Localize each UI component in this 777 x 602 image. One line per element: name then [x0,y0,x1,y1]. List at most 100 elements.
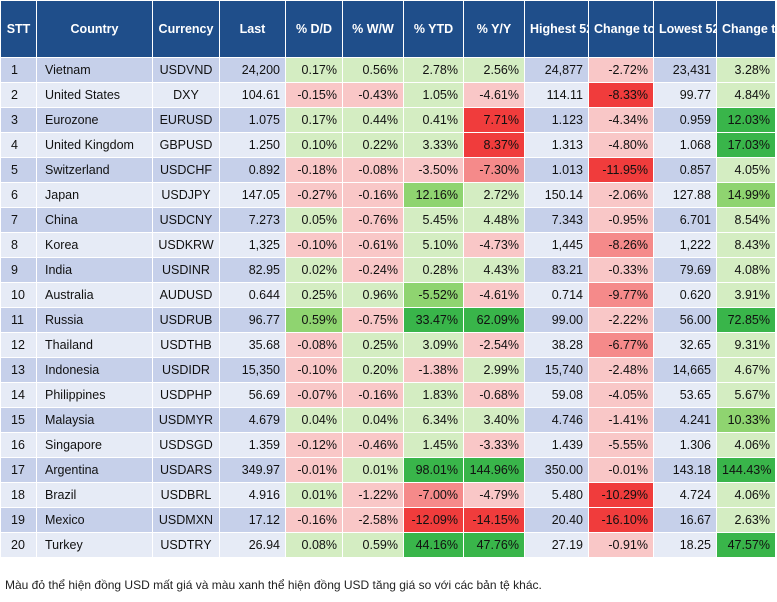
cell-highest-52w: 83.21 [524,257,589,283]
cell-change-l52w: 4.06% [716,432,776,458]
cell-currency: USDRUB [152,307,220,333]
header-pct-ytd[interactable]: % YTD [403,0,464,58]
cell-country: China [36,207,153,233]
cell-pct-ww: 0.22% [342,132,404,158]
cell-pct-dd: -0.16% [285,507,343,533]
header-country[interactable]: Country [36,0,153,58]
cell-pct-yy: 144.96% [463,457,525,483]
cell-country: Switzerland [36,157,153,183]
cell-pct-dd: 0.17% [285,57,343,83]
cell-change-l52w: 4.08% [716,257,776,283]
cell-highest-52w: 27.19 [524,532,589,558]
cell-highest-52w: 99.00 [524,307,589,333]
cell-change-l52w: 10.33% [716,407,776,433]
cell-pct-dd: 0.01% [285,482,343,508]
cell-currency: DXY [152,82,220,108]
table-row: 4 United Kingdom GBPUSD 1.250 0.10% 0.22% 3.33… [0,132,776,158]
cell-pct-ww: 0.44% [342,107,404,133]
cell-pct-yy: 8.37% [463,132,525,158]
cell-pct-dd: -0.10% [285,232,343,258]
cell-stt: 8 [0,232,37,258]
cell-pct-dd: -0.07% [285,382,343,408]
cell-currency: USDIDR [152,357,220,383]
cell-currency: USDVND [152,57,220,83]
cell-pct-dd: -0.27% [285,182,343,208]
cell-pct-dd: -0.01% [285,457,343,483]
table-row: 9 India USDINR 82.95 0.02% -0.24% 0.28% 4.43% 83… [0,257,776,283]
header-row: STT Country Currency Last % D/D % W/W % … [0,0,776,58]
cell-highest-52w: 1.313 [524,132,589,158]
cell-last: 35.68 [219,332,286,358]
cell-stt: 5 [0,157,37,183]
table-row: 11 Russia USDRUB 96.77 0.59% -0.75% 33.47% 62.0… [0,307,776,333]
cell-pct-yy: 3.40% [463,407,525,433]
cell-change-h52w: -6.77% [588,332,654,358]
cell-pct-ytd: -5.52% [403,282,464,308]
cell-last: 82.95 [219,257,286,283]
table-row: 13 Indonesia USDIDR 15,350 -0.10% 0.20% -1.38%… [0,357,776,383]
cell-highest-52w: 0.714 [524,282,589,308]
cell-highest-52w: 15,740 [524,357,589,383]
cell-pct-dd: -0.18% [285,157,343,183]
cell-change-l52w: 5.67% [716,382,776,408]
cell-change-l52w: 144.43% [716,457,776,483]
cell-pct-ww: -0.16% [342,182,404,208]
cell-currency: EURUSD [152,107,220,133]
cell-stt: 6 [0,182,37,208]
cell-pct-dd: 0.04% [285,407,343,433]
cell-last: 56.69 [219,382,286,408]
cell-pct-dd: -0.10% [285,357,343,383]
cell-stt: 11 [0,307,37,333]
cell-stt: 3 [0,107,37,133]
cell-highest-52w: 114.11 [524,82,589,108]
header-currency[interactable]: Currency [152,0,220,58]
cell-change-l52w: 9.31% [716,332,776,358]
cell-stt: 10 [0,282,37,308]
cell-country: Singapore [36,432,153,458]
cell-pct-dd: 0.59% [285,307,343,333]
cell-pct-ww: 0.04% [342,407,404,433]
header-pct-yy[interactable]: % Y/Y [463,0,525,58]
cell-pct-yy: 2.72% [463,182,525,208]
cell-pct-dd: 0.10% [285,132,343,158]
cell-pct-dd: 0.02% [285,257,343,283]
table-row: 17 Argentina USDARS 349.97 -0.01% 0.01% 98.01%… [0,457,776,483]
table-row: 7 China USDCNY 7.273 0.05% -0.76% 5.45% 4.48% 7.… [0,207,776,233]
cell-lowest-52w: 79.69 [653,257,717,283]
header-lowest-52w[interactable]: Lowest 52W [653,0,717,58]
cell-pct-yy: -4.73% [463,232,525,258]
cell-pct-ww: -0.16% [342,382,404,408]
header-highest-52w[interactable]: Highest 52W [524,0,589,58]
cell-pct-ytd: 98.01% [403,457,464,483]
cell-change-h52w: -4.80% [588,132,654,158]
cell-highest-52w: 4.746 [524,407,589,433]
cell-country: Argentina [36,457,153,483]
cell-currency: USDBRL [152,482,220,508]
cell-highest-52w: 20.40 [524,507,589,533]
header-last[interactable]: Last [219,0,286,58]
cell-change-h52w: -10.29% [588,482,654,508]
cell-highest-52w: 350.00 [524,457,589,483]
cell-pct-ww: 0.96% [342,282,404,308]
cell-change-h52w: -0.91% [588,532,654,558]
cell-stt: 19 [0,507,37,533]
cell-currency: USDPHP [152,382,220,408]
cell-highest-52w: 5.480 [524,482,589,508]
cell-country: Brazil [36,482,153,508]
cell-change-l52w: 3.91% [716,282,776,308]
cell-currency: USDINR [152,257,220,283]
cell-lowest-52w: 4.724 [653,482,717,508]
header-stt[interactable]: STT [0,0,37,58]
header-pct-ww[interactable]: % W/W [342,0,404,58]
cell-highest-52w: 1,445 [524,232,589,258]
cell-change-l52w: 4.05% [716,157,776,183]
cell-stt: 15 [0,407,37,433]
header-change-l52w[interactable]: Change to L52W [716,0,776,58]
cell-change-h52w: -2.72% [588,57,654,83]
header-change-h52w[interactable]: Change to H52W [588,0,654,58]
cell-highest-52w: 1.013 [524,157,589,183]
header-pct-dd[interactable]: % D/D [285,0,343,58]
cell-stt: 13 [0,357,37,383]
cell-pct-yy: 47.76% [463,532,525,558]
cell-highest-52w: 59.08 [524,382,589,408]
